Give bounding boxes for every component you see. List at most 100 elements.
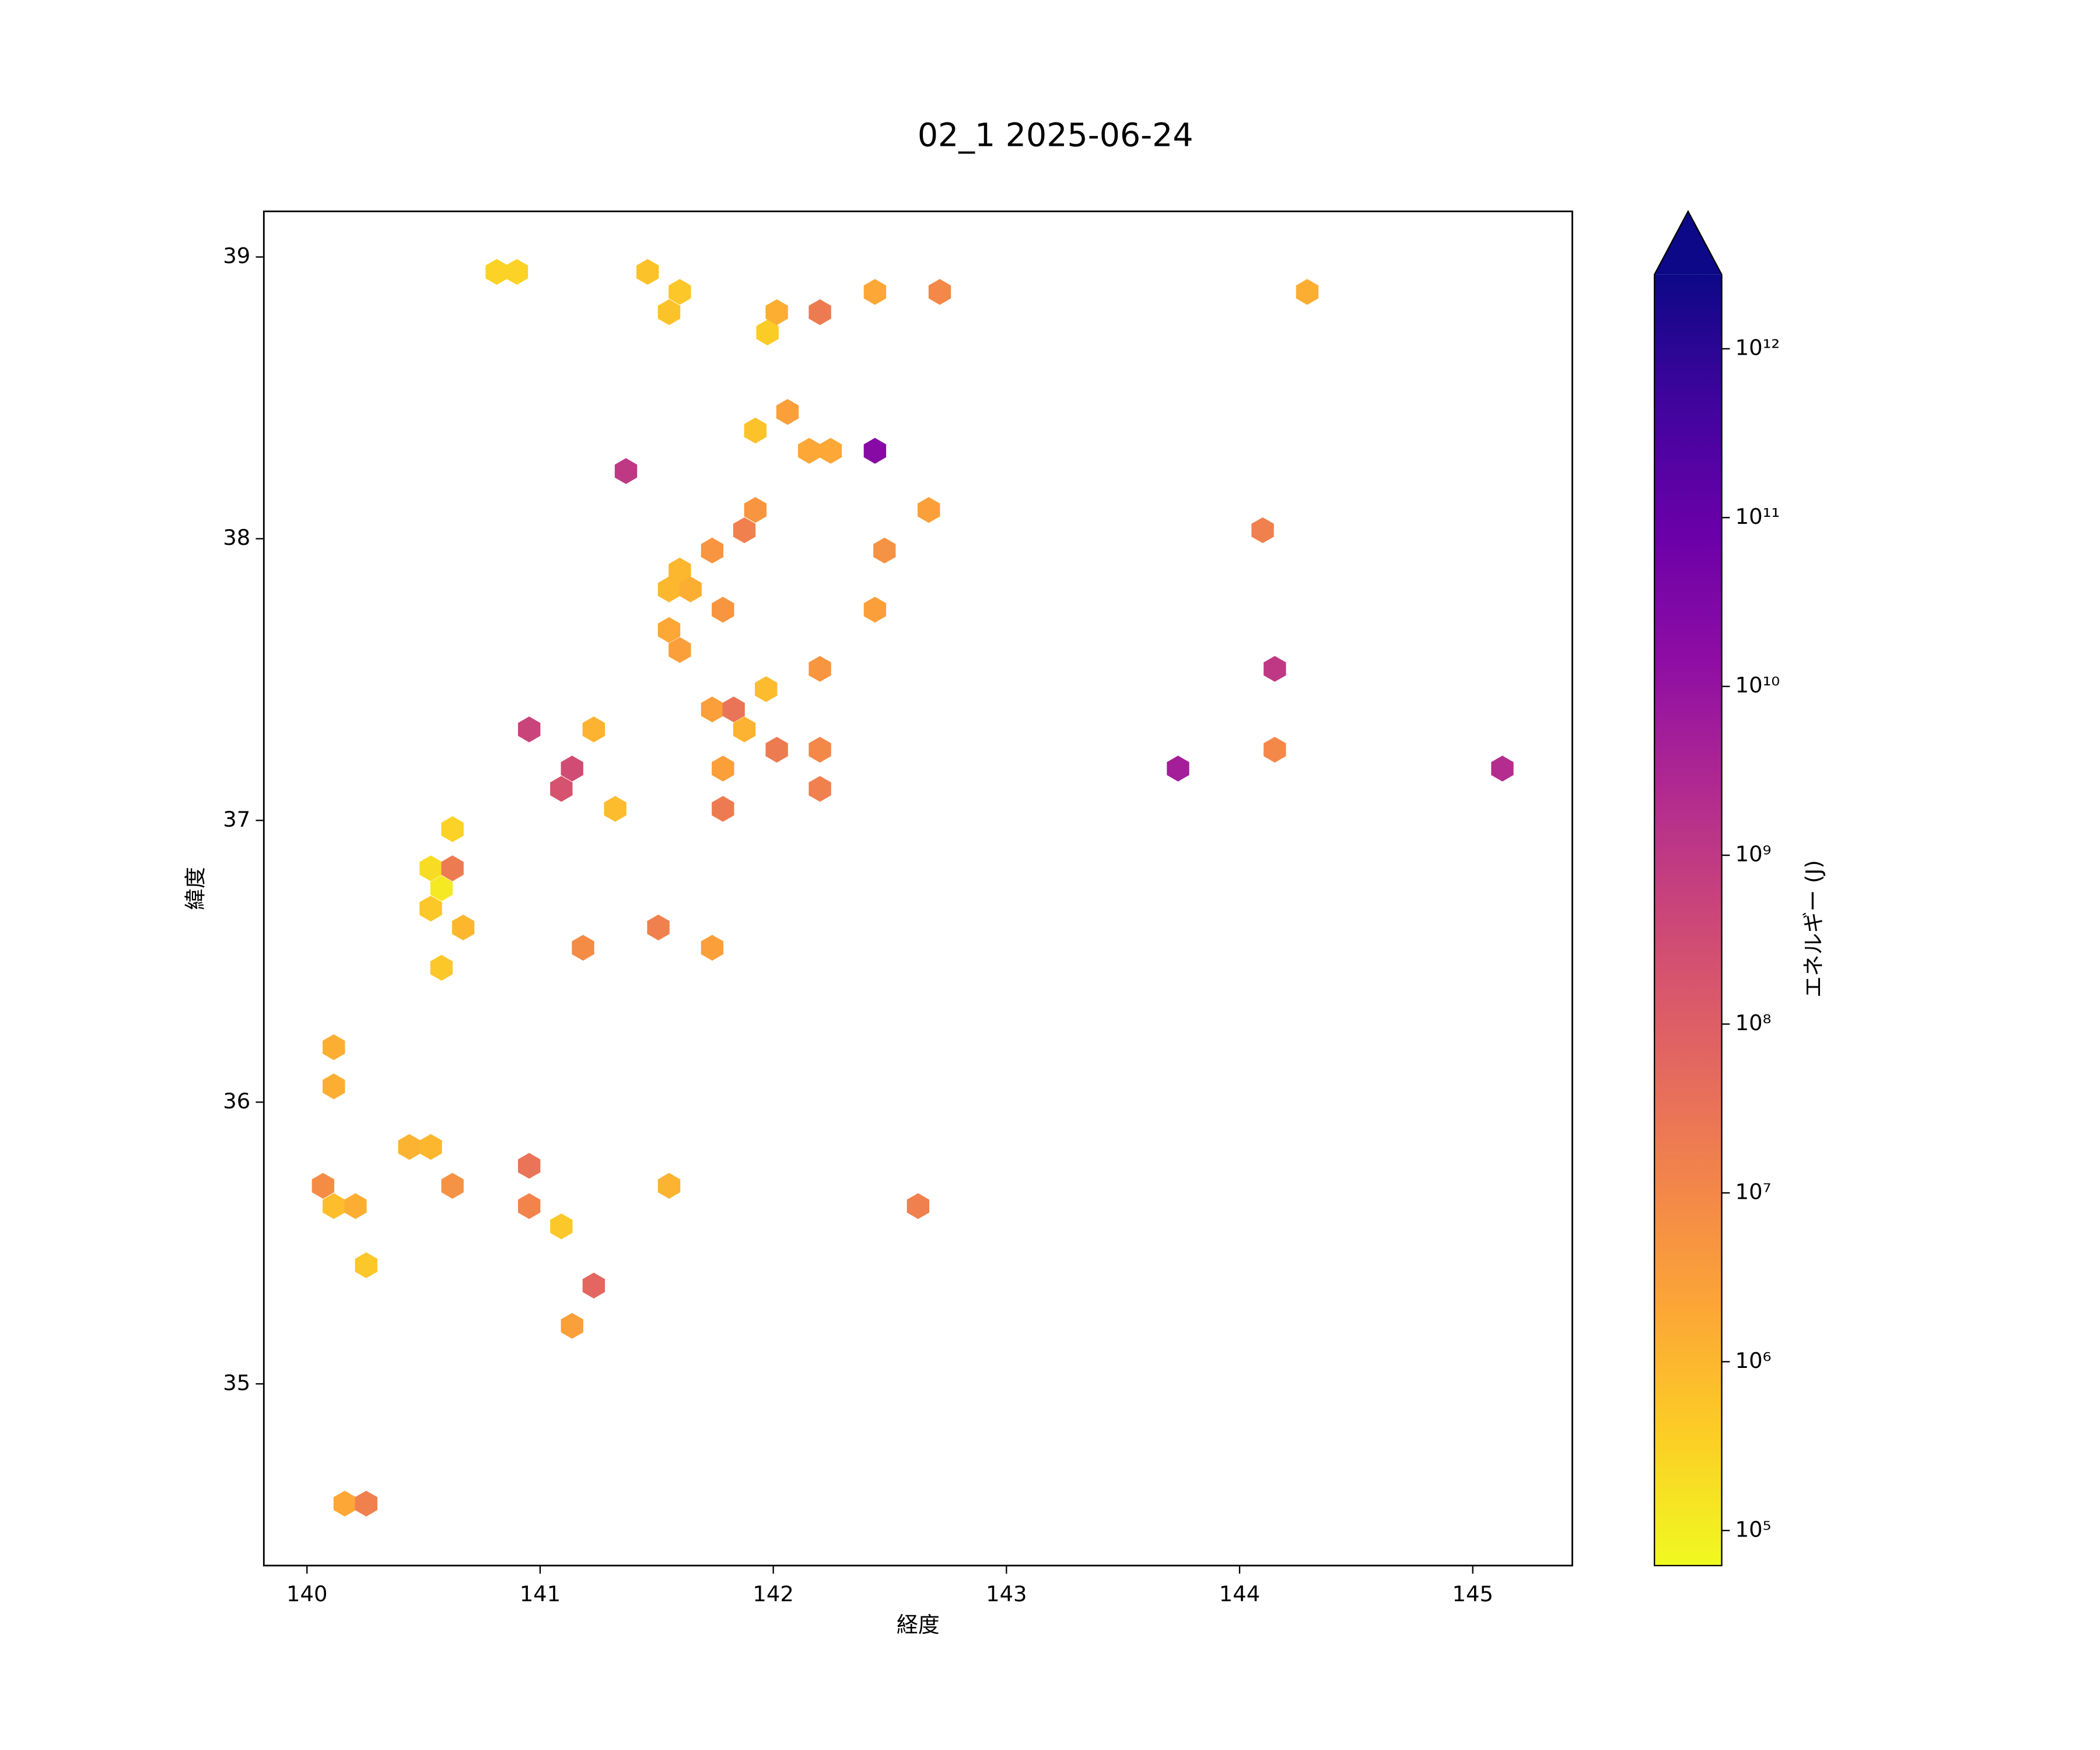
- hexbin-cell: [668, 557, 691, 584]
- hexbin-cell: [755, 676, 778, 702]
- hexbin-cell: [918, 497, 940, 523]
- hexbin-cell: [1264, 737, 1286, 763]
- hexbin-cell: [863, 438, 887, 464]
- y-tick-label: 39: [223, 243, 250, 268]
- hexbin-cell: [657, 576, 681, 603]
- x-axis-label: 経度: [897, 1612, 940, 1637]
- x-tick-label: 143: [986, 1581, 1027, 1606]
- hexbin-cell: [419, 855, 442, 881]
- hexbin-cell: [744, 497, 767, 523]
- hexbin-cell: [808, 299, 831, 326]
- x-tick-label: 142: [752, 1581, 793, 1606]
- hexbin-cell: [517, 716, 541, 743]
- hexbin-cell: [333, 1490, 356, 1517]
- hexbin-cell: [765, 299, 788, 326]
- hexbin-cell: [873, 537, 896, 564]
- hexbin-cell: [819, 438, 842, 464]
- hexbin-cell: [485, 258, 508, 285]
- hexbin-cell: [722, 696, 745, 723]
- hexbin-cell: [614, 458, 638, 484]
- hexbin-cell: [863, 597, 887, 623]
- chart-title: 02_1 2025-06-24: [918, 117, 1194, 155]
- hexbin-cell: [561, 1312, 583, 1339]
- hexbin-cell: [636, 258, 659, 285]
- hexbin-cell: [355, 1490, 377, 1517]
- hexbin-cell: [561, 755, 583, 782]
- hexbin-cell: [647, 914, 670, 941]
- hexbin-cell: [323, 1193, 345, 1219]
- y-axis-label: 緯度: [183, 867, 208, 910]
- hexbin-cell: [1296, 279, 1319, 305]
- hexbin-cell: [907, 1193, 930, 1219]
- colorbar-tick-label: 10⁵: [1735, 1517, 1772, 1542]
- hexbin-cell: [765, 737, 788, 763]
- hexbin-cell: [863, 279, 887, 305]
- hexbin-cell: [712, 597, 734, 623]
- hexbin-cell: [452, 914, 475, 941]
- x-tick-label: 145: [1452, 1581, 1493, 1606]
- hexbin-cell: [550, 776, 573, 802]
- hexbin-cell: [517, 1153, 541, 1179]
- y-tick-label: 36: [223, 1088, 250, 1114]
- hexbin-cell: [419, 1134, 442, 1160]
- hexbin-cell: [430, 954, 453, 981]
- hexbin-cell: [712, 755, 734, 782]
- hexbin-cell: [323, 1073, 345, 1100]
- colorbar-tick-label: 10⁹: [1735, 842, 1772, 867]
- hexbin-cell: [419, 895, 442, 922]
- hexbin-cell: [668, 279, 691, 305]
- hexbin-cell: [808, 656, 831, 682]
- hexbin-cell: [312, 1172, 335, 1199]
- hexbin-cell: [344, 1193, 367, 1219]
- hexbin-cell: [776, 399, 799, 425]
- colorbar: [1654, 274, 1722, 1566]
- hexbin-cell: [1491, 755, 1514, 782]
- hexbin-cell: [1264, 656, 1286, 682]
- y-tick-label: 35: [223, 1370, 250, 1395]
- colorbar-label: エネルギー (J): [1801, 860, 1826, 998]
- x-tick-label: 144: [1219, 1581, 1260, 1606]
- hexbin-cell: [582, 1272, 606, 1298]
- colorbar-extend: [1654, 211, 1722, 275]
- hexbin-cell: [323, 1034, 345, 1060]
- plot-area: [312, 258, 1514, 1517]
- hexbin-cell: [756, 319, 779, 346]
- hexbin-cell: [441, 816, 464, 842]
- hexbin-cell: [712, 796, 734, 822]
- colorbar-frame: [1653, 209, 1723, 1566]
- hexbin-cell: [441, 855, 464, 881]
- hexbin-cell: [355, 1252, 377, 1279]
- hexbin-cell: [430, 875, 453, 901]
- colorbar-tick-label: 10¹⁰: [1735, 673, 1780, 698]
- axes-frame: [262, 210, 1573, 1567]
- hexbin-cell: [733, 716, 756, 743]
- hexbin-cell: [441, 1172, 464, 1199]
- hexbin-cell: [604, 796, 626, 822]
- y-tick-label: 37: [223, 807, 250, 832]
- y-tick-label: 38: [223, 525, 250, 550]
- hexbin-cell: [550, 1213, 573, 1240]
- hexbin-cell: [679, 576, 702, 603]
- hexbin-cell: [733, 517, 756, 544]
- x-tick-label: 141: [520, 1581, 561, 1606]
- hexbin-cell: [572, 935, 594, 961]
- hexbin-cell: [808, 737, 831, 763]
- hexbin-cell: [928, 279, 951, 305]
- colorbar-tick-label: 10⁶: [1735, 1348, 1772, 1373]
- hexbin-cell: [657, 1172, 681, 1199]
- hexbin-cell: [582, 716, 606, 743]
- colorbar-tick-label: 10⁸: [1735, 1010, 1772, 1035]
- colorbar-tick-label: 10⁷: [1735, 1179, 1772, 1204]
- hexbin-cell: [668, 637, 691, 663]
- hexbin-cell: [701, 537, 724, 564]
- hexbin-cell: [505, 258, 528, 285]
- colorbar-tick-label: 10¹¹: [1735, 504, 1780, 529]
- hexbin-cell: [657, 299, 681, 326]
- hexbin-cell: [1167, 755, 1189, 782]
- hexbin-cell: [657, 617, 681, 643]
- hexbin-cell: [798, 438, 821, 464]
- hexbin-cell: [808, 776, 831, 802]
- x-tick-label: 140: [286, 1581, 327, 1606]
